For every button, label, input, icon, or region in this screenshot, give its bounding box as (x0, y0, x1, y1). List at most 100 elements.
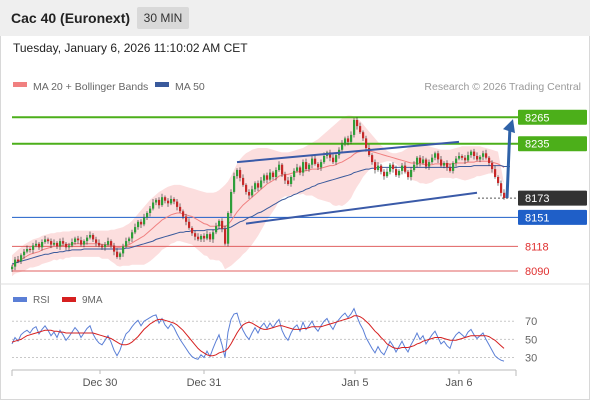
candle-body (92, 235, 95, 240)
candle (350, 131, 353, 144)
candle-body (119, 253, 122, 257)
candle-body (89, 235, 92, 238)
channel-lower-line (245, 191, 478, 225)
candle-body (74, 238, 77, 242)
candle-body (491, 163, 494, 170)
candle-body (428, 162, 431, 167)
candle-body (23, 251, 26, 256)
candle (59, 238, 62, 250)
candle (113, 242, 116, 256)
candle (218, 219, 221, 229)
candle-body (422, 159, 425, 163)
channel-upper-line (236, 140, 460, 164)
candle (23, 249, 26, 259)
candle-body (62, 241, 65, 244)
candle-body (176, 201, 179, 207)
rsi-legend-swatch (13, 297, 27, 302)
candle (380, 163, 383, 175)
candle-body (17, 259, 20, 262)
candle-body (245, 184, 248, 192)
candle (245, 183, 248, 195)
candle-body (353, 120, 356, 135)
candle (266, 172, 269, 184)
level-label-text: 8090 (525, 266, 549, 278)
candle-body (311, 158, 314, 165)
candle-body (269, 172, 272, 180)
candle (35, 240, 38, 248)
candle (200, 234, 203, 242)
candle-body (143, 217, 146, 225)
candle-body (140, 221, 143, 225)
candle (329, 149, 332, 162)
candle-body (227, 213, 230, 244)
candle (161, 193, 164, 207)
level-label-text: 8151 (525, 212, 549, 224)
candle (14, 256, 17, 271)
candle (305, 158, 308, 171)
candle (98, 239, 101, 248)
candle-body (38, 243, 41, 248)
candle (362, 130, 365, 141)
ma9-legend-swatch (62, 297, 76, 302)
candle (101, 243, 104, 250)
candle (407, 170, 410, 180)
candle-body (152, 202, 155, 209)
candle (440, 156, 443, 168)
candle-body (434, 153, 437, 158)
candle (287, 177, 290, 186)
candle (167, 198, 170, 207)
candle-body (443, 163, 446, 166)
candle (227, 211, 230, 247)
candle-body (323, 156, 326, 163)
candle (140, 219, 143, 228)
candle-body (239, 170, 242, 178)
candle (53, 239, 56, 247)
candle (44, 235, 47, 244)
candle-body (344, 138, 347, 144)
candle (128, 236, 131, 244)
candle (257, 180, 260, 192)
candle (272, 170, 275, 180)
candle-body (287, 180, 290, 184)
candle (344, 136, 347, 147)
candle (284, 171, 287, 184)
candle-body (113, 245, 116, 252)
level-label-text: 8118 (525, 241, 549, 253)
candle (449, 163, 452, 173)
candle-body (32, 245, 35, 250)
candle-body (458, 156, 461, 159)
candle (419, 155, 422, 167)
candle-body (191, 228, 194, 234)
candle-body (71, 242, 74, 246)
candle-body (158, 199, 161, 206)
candle (50, 238, 53, 249)
candle (302, 159, 305, 177)
header-bar (0, 0, 590, 36)
level-label-8235: 8235 (518, 136, 587, 152)
candle-body (488, 157, 491, 163)
candle (185, 213, 188, 226)
candle (179, 203, 182, 213)
candle (122, 243, 125, 257)
candle (482, 150, 485, 161)
ma20-legend-swatch (13, 82, 27, 87)
candle (149, 206, 152, 217)
candle (485, 149, 488, 160)
candle-body (296, 167, 299, 171)
candle (359, 122, 362, 134)
ma50-line (11, 165, 510, 265)
candle-body (14, 259, 17, 267)
candle-body (350, 134, 353, 142)
timeframe-button[interactable]: 30 MIN (137, 7, 189, 29)
candle (104, 242, 107, 251)
candle (425, 157, 428, 170)
candle (314, 155, 317, 166)
candle-body (248, 192, 251, 196)
candle-body (80, 240, 83, 245)
candle-body (44, 239, 47, 242)
candle (422, 156, 425, 165)
candle (470, 149, 473, 158)
candle (134, 223, 137, 235)
candle-body (500, 183, 503, 193)
